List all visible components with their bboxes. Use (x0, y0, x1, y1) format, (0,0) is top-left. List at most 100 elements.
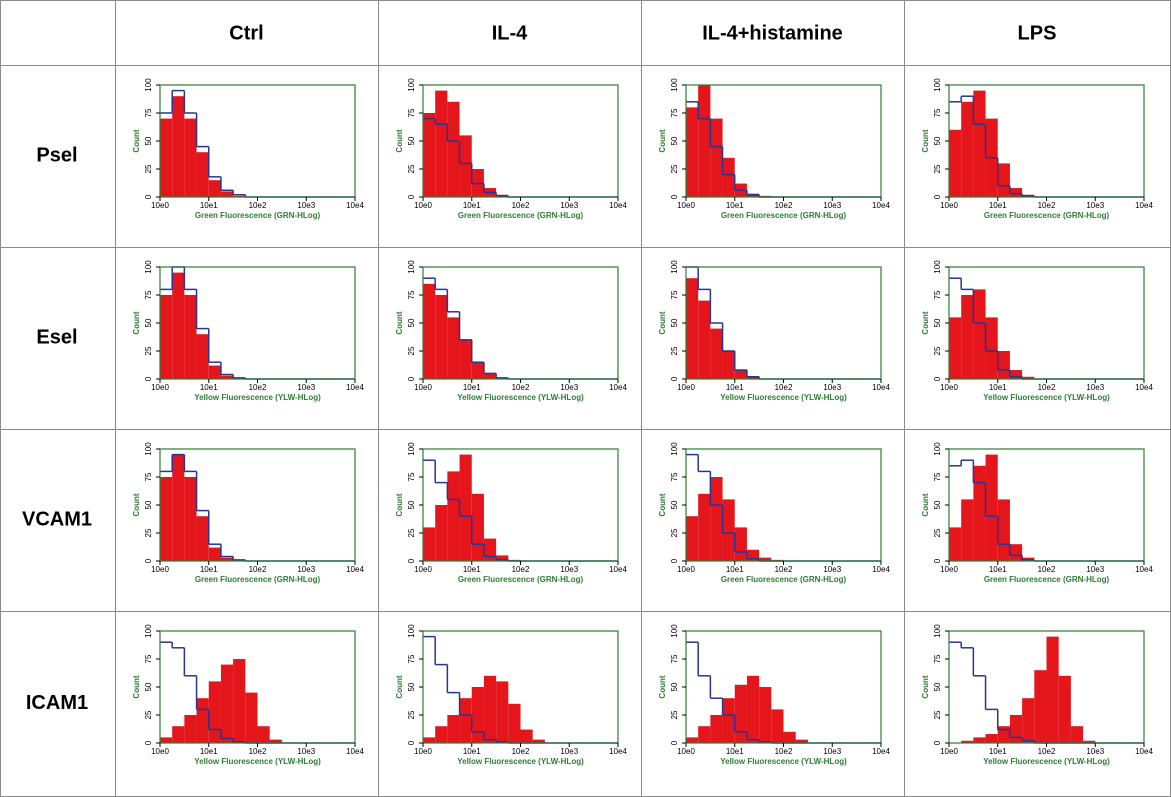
x-tick-label: 10e4 (872, 747, 890, 756)
x-axis-label: Yellow Fluorescence (YLW-HLog) (720, 393, 847, 402)
x-tick-label: 10e4 (1135, 747, 1153, 756)
x-tick-label: 10e2 (249, 747, 267, 756)
y-tick-label: 25 (670, 164, 679, 173)
y-tick-label: 75 (407, 290, 416, 299)
x-tick-label: 10e1 (463, 565, 481, 574)
x-axis-label: Green Fluorescence (GRN-HLog) (195, 211, 321, 220)
histogram-bar (795, 739, 808, 743)
row-label: VCAM1 (22, 508, 92, 530)
y-tick-label: 0 (670, 558, 679, 563)
histogram-bar (196, 334, 209, 379)
x-tick-label: 10e1 (989, 201, 1007, 210)
histogram-bar (269, 739, 282, 743)
x-tick-label: 10e4 (872, 383, 890, 392)
x-tick-label: 10e3 (1086, 747, 1104, 756)
x-axis-label: Green Fluorescence (GRN-HLog) (984, 211, 1110, 220)
x-tick-label: 10e2 (512, 201, 530, 210)
x-tick-label: 10e3 (560, 565, 578, 574)
y-tick-label: 25 (407, 164, 416, 173)
histogram-bar (435, 726, 448, 743)
histogram-bar (985, 317, 998, 379)
x-tick-label: 10e1 (200, 565, 218, 574)
y-tick-label: 100 (933, 624, 942, 638)
x-tick-label: 10e4 (346, 565, 364, 574)
y-tick-label: 75 (933, 654, 942, 663)
y-tick-label: 25 (670, 346, 679, 355)
x-axis-label: Green Fluorescence (GRN-HLog) (195, 575, 321, 584)
y-tick-label: 25 (407, 528, 416, 537)
histogram-bar (771, 709, 784, 743)
histogram-bar (208, 365, 221, 379)
histogram-bar (459, 339, 472, 379)
histogram-bar (184, 295, 197, 379)
x-axis-label: Green Fluorescence (GRN-HLog) (721, 575, 847, 584)
histogram-bar (196, 516, 209, 561)
y-tick-label: 75 (670, 108, 679, 117)
histogram-bar (961, 740, 974, 743)
x-tick-label: 10e4 (609, 383, 627, 392)
histogram-bar (1009, 370, 1023, 379)
x-tick-label: 10e2 (512, 565, 530, 574)
y-tick-label: 25 (144, 164, 153, 173)
y-tick-label: 0 (933, 558, 942, 563)
histogram-bar (973, 737, 986, 743)
y-tick-label: 50 (407, 500, 416, 509)
y-tick-label: 0 (670, 194, 679, 199)
histogram-bar (447, 101, 460, 197)
histogram-bar (172, 726, 185, 743)
y-tick-label: 0 (407, 194, 416, 199)
histogram-bar (520, 729, 533, 743)
histogram-bar (532, 739, 545, 743)
x-tick-label: 10e4 (872, 201, 890, 210)
histogram-bar (759, 687, 772, 743)
histogram-bar (961, 295, 974, 379)
x-tick-label: 10e3 (297, 747, 315, 756)
x-tick-label: 10e1 (989, 565, 1007, 574)
histogram-bar (459, 135, 472, 197)
column-header: Ctrl (229, 22, 263, 44)
y-tick-label: 75 (933, 290, 942, 299)
x-tick-label: 10e0 (414, 383, 432, 392)
y-tick-label: 50 (144, 318, 153, 327)
row-label: Psel (36, 144, 77, 166)
x-tick-label: 10e0 (414, 565, 432, 574)
x-tick-label: 10e1 (726, 383, 744, 392)
histogram-bar (435, 90, 448, 197)
y-tick-label: 100 (670, 78, 679, 92)
histogram-bar (172, 96, 185, 197)
x-tick-label: 10e2 (1038, 383, 1056, 392)
y-tick-label: 75 (144, 472, 153, 481)
y-tick-label: 100 (144, 442, 153, 456)
histogram-bar (997, 726, 1010, 743)
x-tick-label: 10e2 (775, 565, 793, 574)
x-tick-label: 10e2 (249, 565, 267, 574)
y-tick-label: 0 (933, 194, 942, 199)
histogram-bar (483, 373, 497, 379)
x-tick-label: 10e0 (151, 201, 169, 210)
x-tick-label: 10e1 (200, 747, 218, 756)
histogram-bar (184, 477, 197, 561)
y-tick-label: 75 (407, 654, 416, 663)
histogram-bar (483, 675, 497, 743)
x-tick-label: 10e4 (609, 565, 627, 574)
y-tick-label: 0 (670, 376, 679, 381)
x-tick-label: 10e1 (200, 383, 218, 392)
histogram-bar (160, 737, 173, 743)
histogram-bar (734, 370, 747, 379)
y-tick-label: 0 (144, 376, 153, 381)
histogram-bar (233, 659, 246, 743)
y-tick-label: 0 (407, 740, 416, 745)
histogram-bar (184, 118, 197, 197)
histogram-bar (997, 499, 1010, 561)
y-tick-label: 25 (144, 710, 153, 719)
histogram-bar (746, 376, 760, 379)
histogram-bar (686, 516, 699, 561)
x-tick-label: 10e3 (823, 201, 841, 210)
histogram-bar (1083, 740, 1096, 743)
y-axis-label: Count (395, 493, 404, 516)
x-tick-label: 10e4 (1135, 565, 1153, 574)
x-axis-label: Yellow Fluorescence (YLW-HLog) (457, 393, 584, 402)
y-tick-label: 50 (144, 682, 153, 691)
x-tick-label: 10e2 (775, 383, 793, 392)
histogram-bar (686, 278, 699, 379)
